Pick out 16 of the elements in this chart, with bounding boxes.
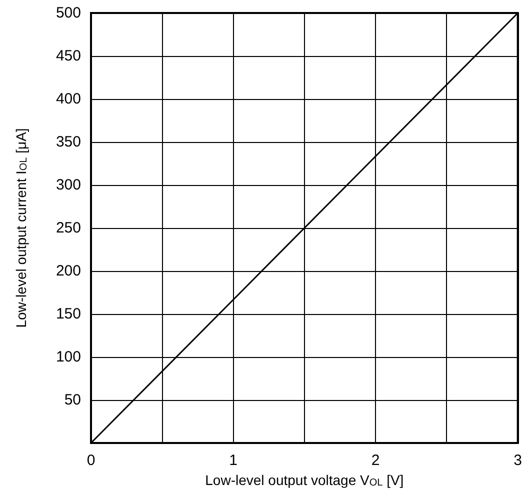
y-tick-label: 150	[56, 306, 81, 322]
y-tick-label: 250	[56, 220, 81, 236]
x-tick-label: 1	[229, 452, 238, 469]
y-tick-label: 200	[56, 262, 81, 280]
y-tick-label: 500	[56, 4, 81, 22]
y-tick-label: 400	[56, 90, 81, 108]
x-tick-label: 2	[371, 452, 380, 469]
y-tick-label: 100	[56, 348, 81, 366]
y-tick-label: 50	[64, 392, 81, 408]
y-tick-label: 450	[56, 48, 81, 64]
y-axis-title: Low-level output current IOL [μA]	[13, 128, 30, 328]
x-tick-label: 0	[86, 452, 96, 469]
x-tick-label: 3	[514, 452, 522, 469]
y-tick-label: 350	[56, 134, 81, 150]
x-axis-title: Low-level output voltage VOL [V]	[205, 472, 404, 488]
y-tick-label: 300	[56, 176, 81, 194]
